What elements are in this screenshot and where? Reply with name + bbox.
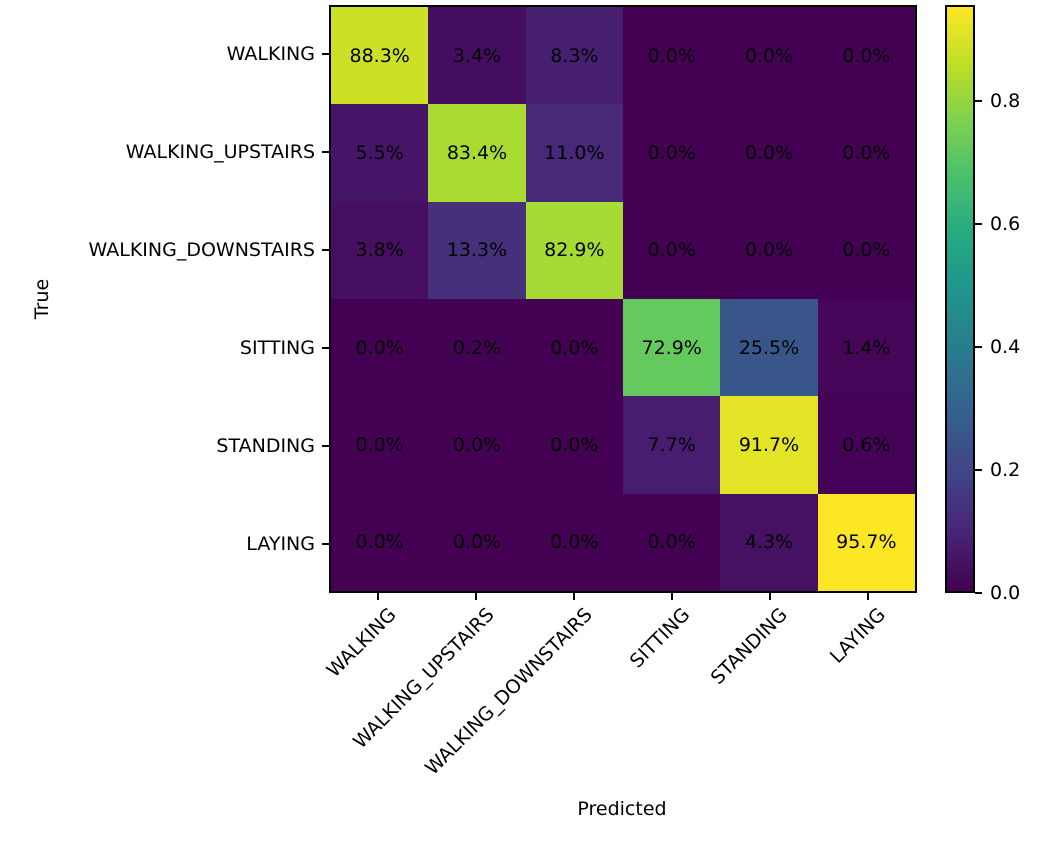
- colorbar-tick-mark: [975, 592, 982, 594]
- heatmap-cell: 0.6%: [817, 396, 915, 494]
- colorbar-tick-label: 0.4: [990, 336, 1021, 359]
- heatmap-cell: 0.0%: [623, 493, 721, 591]
- y-tick-label: STANDING: [216, 435, 315, 457]
- x-tick-mark: [573, 593, 575, 600]
- colorbar-tick-mark: [975, 223, 982, 226]
- heatmap-cell: 7.7%: [623, 396, 721, 494]
- x-tick-label: WALKING_DOWNSTAIRS: [420, 603, 597, 780]
- heatmap-cell: 0.0%: [720, 201, 818, 299]
- y-tick-mark: [322, 151, 329, 153]
- x-tick-mark: [769, 593, 771, 600]
- x-tick-label: WALKING: [322, 603, 401, 682]
- heatmap-cell: 0.0%: [720, 7, 818, 105]
- heatmap-cell: 11.0%: [525, 104, 623, 202]
- x-tick-label: SITTING: [625, 603, 695, 673]
- x-axis-label: Predicted: [577, 798, 667, 820]
- heatmap-cell: 0.0%: [623, 201, 721, 299]
- heatmap-cell: 0.0%: [623, 104, 721, 202]
- heatmap-cell: 0.0%: [331, 396, 429, 494]
- heatmap-cell: 91.7%: [720, 396, 818, 494]
- x-tick-mark: [867, 593, 869, 600]
- heatmap: 88.3% 3.4% 8.3% 0.0% 0.0% 0.0% 5.5% 83.4% 11.0% 0…: [329, 5, 917, 593]
- x-tick-label: LAYING: [826, 603, 891, 668]
- heatmap-cell: 0.0%: [817, 201, 915, 299]
- colorbar-tick-label: 0.8: [990, 90, 1021, 113]
- heatmap-cell: 0.0%: [428, 493, 526, 591]
- colorbar-tick-mark: [975, 346, 982, 349]
- colorbar-tick-label: 0.0: [990, 582, 1021, 604]
- heatmap-cell: 0.0%: [623, 7, 721, 105]
- heatmap-cell: 25.5%: [720, 299, 818, 397]
- heatmap-cell: 83.4%: [428, 104, 526, 202]
- colorbar: [945, 5, 975, 593]
- heatmap-cell: 88.3%: [331, 7, 429, 105]
- heatmap-cell: 0.0%: [525, 396, 623, 494]
- y-tick-mark: [322, 249, 329, 251]
- heatmap-cell: 5.5%: [331, 104, 429, 202]
- x-tick-mark: [671, 593, 673, 600]
- colorbar-tick-mark: [975, 100, 982, 103]
- heatmap-cell: 0.0%: [720, 104, 818, 202]
- heatmap-cell: 3.8%: [331, 201, 429, 299]
- colorbar-tick-label: 0.6: [990, 213, 1021, 236]
- colorbar-tick-mark: [975, 469, 982, 472]
- y-tick-mark: [322, 543, 329, 545]
- heatmap-cell: 0.0%: [817, 104, 915, 202]
- heatmap-cell: 0.2%: [428, 299, 526, 397]
- heatmap-cell: 4.3%: [720, 493, 818, 591]
- heatmap-cell: 0.0%: [525, 493, 623, 591]
- heatmap-cell: 0.0%: [331, 299, 429, 397]
- heatmap-cell: 72.9%: [623, 299, 721, 397]
- y-tick-label: LAYING: [246, 533, 315, 555]
- y-tick-label: WALKING: [226, 43, 315, 65]
- heatmap-cell: 3.4%: [428, 7, 526, 105]
- x-tick-mark: [377, 593, 379, 600]
- y-tick-mark: [322, 347, 329, 349]
- heatmap-cell: 95.7%: [817, 493, 915, 591]
- x-tick-label: STANDING: [707, 603, 793, 689]
- heatmap-cell: 0.0%: [428, 396, 526, 494]
- heatmap-cell: 82.9%: [525, 201, 623, 299]
- heatmap-cell: 1.4%: [817, 299, 915, 397]
- y-tick-label: SITTING: [239, 337, 315, 359]
- y-tick-mark: [322, 445, 329, 447]
- y-tick-mark: [322, 53, 329, 55]
- y-tick-label: WALKING_UPSTAIRS: [125, 141, 315, 163]
- y-tick-label: WALKING_DOWNSTAIRS: [88, 239, 315, 261]
- colorbar-tick-label: 0.2: [990, 459, 1021, 482]
- x-tick-mark: [475, 593, 477, 600]
- heatmap-cell: 0.0%: [331, 493, 429, 591]
- heatmap-cell: 13.3%: [428, 201, 526, 299]
- y-axis-label: True: [31, 278, 53, 320]
- heatmap-cell: 8.3%: [525, 7, 623, 105]
- heatmap-cell: 0.0%: [525, 299, 623, 397]
- heatmap-cell: 0.0%: [817, 7, 915, 105]
